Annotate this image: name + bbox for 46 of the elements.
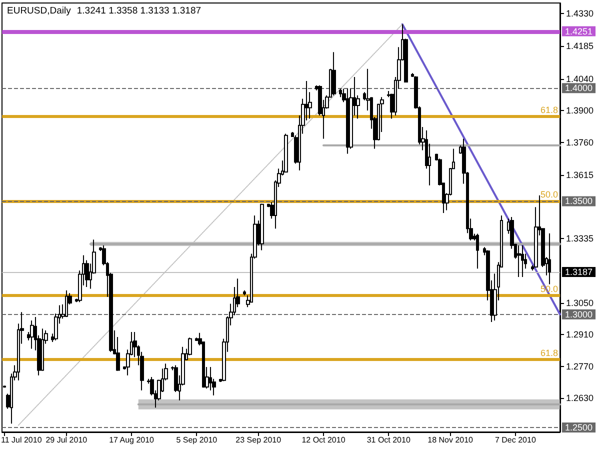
candlestick [195, 337, 198, 342]
x-tick-label: 11 Jul 2010 [1, 436, 42, 444]
candlestick [30, 320, 34, 350]
candlestick [346, 88, 349, 154]
x-tick-label: 7 Dec 2010 [494, 436, 536, 444]
y-tick-label: 1.3615 [566, 170, 594, 180]
candlestick [260, 203, 264, 251]
candlestick [65, 290, 68, 318]
candlestick [521, 244, 524, 278]
candlestick [85, 260, 89, 288]
candlestick [284, 133, 288, 173]
candlestick [243, 290, 246, 296]
y-tick-label: 1.3900 [566, 106, 594, 116]
y-tick-label: 1.2910 [566, 330, 594, 340]
chart-title: EURUSD,Daily [7, 6, 72, 16]
ref-line-label: 1.3187 [565, 267, 593, 278]
y-tick-label: 1.3760 [566, 137, 594, 148]
ref-line-label: 1.4000 [565, 83, 593, 94]
x-tick-label: 18 Nov 2010 [428, 436, 474, 444]
x-tick-label: 29 Jul 2010 [46, 436, 88, 444]
ref-line-label: 1.3000 [565, 309, 593, 320]
y-tick-label: 1.3050 [566, 298, 594, 308]
ref-line-label: 1.2500 [565, 422, 593, 432]
ref-line-label: 1.3500 [565, 196, 593, 206]
candlestick [339, 88, 342, 98]
x-tick-label: 31 Oct 2010 [366, 436, 411, 444]
y-tick-label: 1.4330 [566, 8, 594, 18]
y-tick-label: 1.4185 [566, 41, 594, 52]
y-tick-label: 1.4040 [566, 74, 594, 84]
ref-line-label: 1.4251 [565, 26, 593, 36]
candlestick [41, 328, 44, 372]
x-tick-label: 5 Sep 2010 [176, 436, 218, 444]
x-tick-label: 12 Oct 2010 [302, 436, 346, 444]
candlestick [517, 244, 521, 278]
annotation: 50.0 [540, 190, 558, 200]
candlestick [332, 52, 336, 96]
annotation: 61.8 [540, 105, 558, 116]
chart-subtitle: 1.3241 1.3358 1.3133 1.3187 [76, 6, 202, 16]
annotation: 61.8 [540, 348, 558, 358]
candlestick [548, 232, 551, 285]
y-tick-label: 1.2770 [566, 361, 594, 372]
y-tick-label: 1.3335 [566, 234, 594, 244]
y-tick-label: 1.2630 [566, 393, 594, 404]
candlestick [476, 233, 479, 270]
x-tick-label: 17 Aug 2010 [109, 436, 155, 444]
x-tick-label: 23 Sep 2010 [236, 436, 282, 444]
